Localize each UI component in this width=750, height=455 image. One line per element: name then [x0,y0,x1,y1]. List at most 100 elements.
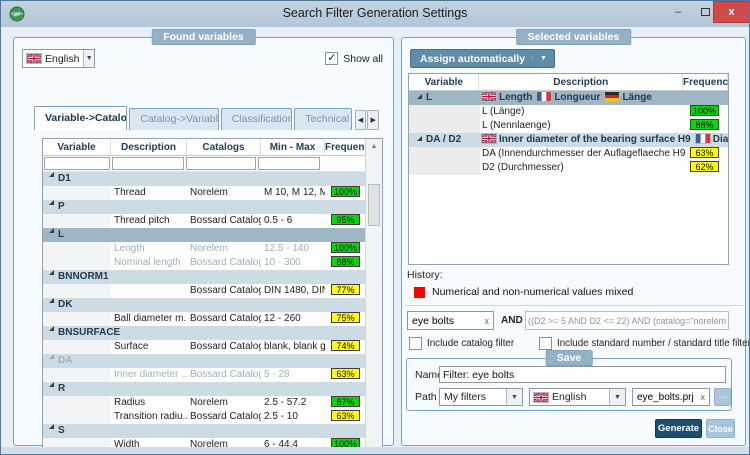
close-button[interactable]: x [713,1,749,23]
variable-row[interactable]: Radius Norelem 2.5 - 57.2 87% [43,396,367,410]
tab-scroll-left[interactable]: ◀ [354,110,367,130]
variable-row[interactable]: Length Norelem 12.5 - 140 100% [43,242,367,256]
catalogs-cell: Bossard Catalog [190,313,261,324]
variable-row[interactable]: L (Nennlaenge) 88% [409,119,728,133]
column-header[interactable]: Variable [409,74,480,90]
expand-triangle-icon[interactable] [49,424,54,429]
group-variable-label: L [58,229,65,240]
include-catalog-label: Include catalog filter [427,338,515,349]
group-row[interactable]: BNSURFACE [43,326,367,340]
expand-triangle-icon[interactable] [417,94,422,99]
group-row[interactable]: DK [43,298,367,312]
selected-variables-table: Variable Description Frequency L Length Long… [408,73,729,265]
history-legend-swatch [414,287,425,298]
filter-description-input[interactable] [112,157,184,170]
search-term-input[interactable]: eye bolts x [407,311,494,330]
column-header[interactable]: Description [111,139,187,155]
include-catalog-checkbox[interactable] [409,337,422,350]
expand-triangle-icon[interactable] [49,382,54,387]
scroll-up-button[interactable]: ▲ [370,143,378,150]
clear-search-button[interactable]: x [484,315,490,326]
save-caption: Save [545,350,593,366]
generate-button[interactable]: Generate [655,419,702,438]
tab-scroll-right[interactable]: ▶ [367,110,379,130]
show-all-label: Show all [343,52,383,65]
variable-row[interactable]: Thread pitch Bossard Catalog 0.5 - 6 95% [43,214,367,228]
expand-triangle-icon[interactable] [49,326,54,331]
filter-expression-input[interactable] [525,311,729,330]
expand-triangle-icon[interactable] [49,228,54,233]
minmax-cell: 10 - 300 [264,257,301,268]
catalogs-cell: Bossard Catalog [190,411,261,422]
filter-variable-input[interactable] [44,157,110,170]
variable-row[interactable]: Ball diameter m... Bossard Catalog 12 - 26… [43,312,367,326]
column-header[interactable]: Description [479,74,683,90]
variable-row[interactable]: Inner diameter ... Bossard Catalog 5 - 28 6… [43,368,367,382]
group-row[interactable]: D1 [43,172,367,186]
scroll-thumb[interactable] [368,184,380,226]
column-header[interactable]: Min - Max [261,139,325,155]
path-select[interactable]: My filters ▼ [439,388,523,406]
tab-classification[interactable]: Classification [220,108,293,130]
expand-triangle-icon[interactable] [49,354,54,359]
variable-row[interactable]: D2 (Durchmesser) 62% [409,161,728,175]
column-header[interactable]: Catalogs [187,139,261,155]
variable-row[interactable]: Transition radiu... Bossard Catalog 2.5 - … [43,410,367,424]
variable-row[interactable]: DA (Innendurchmesser der Auflageflaeche … [409,147,728,161]
expand-triangle-icon[interactable] [417,136,422,141]
frequency-cell: 88% [685,119,728,133]
frequency-badge: 87% [331,396,360,407]
chevron-down-icon[interactable]: ▼ [506,389,522,405]
close-dialog-button[interactable]: Close [706,419,735,438]
chevron-down-icon[interactable]: ▼ [83,50,94,67]
chevron-down-icon[interactable]: ▼ [609,389,625,405]
group-row[interactable]: P [43,200,367,214]
variable-row[interactable]: Nominal length Bossard Catalog 10 - 300 88% [43,256,367,270]
include-standard-checkbox[interactable] [539,337,552,350]
save-language-select[interactable]: English ▼ [529,388,626,406]
vertical-scrollbar[interactable]: ▲ ▼ [365,139,382,454]
filter-minmax-input[interactable] [258,157,320,170]
file-name-input[interactable]: eye_bolts.prj x [632,388,710,406]
browse-button[interactable]: ... [714,388,731,406]
description-cell [111,284,187,298]
column-header[interactable]: Frequency [683,74,728,90]
description-segment: Longueur [554,92,601,103]
tab-catalog-variable[interactable]: Catalog->Variable [129,108,219,130]
chevron-down-icon[interactable]: ▼ [532,55,554,62]
variable-row[interactable]: Thread Norelem M 10, M 12, M... 100% [43,186,367,200]
group-row[interactable]: S [43,424,367,438]
expand-triangle-icon[interactable] [49,200,54,205]
path-value: My filters [444,391,486,403]
group-row[interactable]: BNNORM1 [43,270,367,284]
tab-variable-catalog[interactable]: Variable->Catalog [34,106,128,130]
catalogs-cell: Norelem [190,397,228,408]
assign-automatically-button[interactable]: Assign automatically ▼ [410,49,555,68]
name-input[interactable] [439,366,726,383]
group-row[interactable]: L Length Longueur Länge [409,91,728,105]
frequency-badge: 77% [331,284,360,295]
filter-catalogs-input[interactable] [186,157,256,170]
group-row[interactable]: L [43,228,367,242]
fr-flag-icon [536,91,553,102]
show-all-checkbox[interactable]: ✓ [325,52,339,65]
group-row[interactable]: DA [43,354,367,368]
minimize-button[interactable]: – [665,1,691,22]
expand-triangle-icon[interactable] [49,172,54,177]
clear-file-button[interactable]: x [700,392,706,402]
maximize-button[interactable] [693,1,717,22]
group-row[interactable]: DA / D2 Inner diameter of the bearing sur… [409,133,728,147]
column-header[interactable]: Variable [43,139,111,155]
catalogs-cell: Bossard Catalog [190,285,261,296]
variable-row[interactable]: L (Länge) 100% [409,105,728,119]
column-header[interactable]: Frequency [325,139,376,155]
tab-technical[interactable]: Technical [294,108,352,130]
group-row[interactable]: R [43,382,367,396]
language-select[interactable]: English ▼ [22,49,95,68]
expand-triangle-icon[interactable] [49,270,54,275]
catalogs-cell: Norelem [190,187,228,198]
expand-triangle-icon[interactable] [49,298,54,303]
name-label: Name [415,369,444,381]
